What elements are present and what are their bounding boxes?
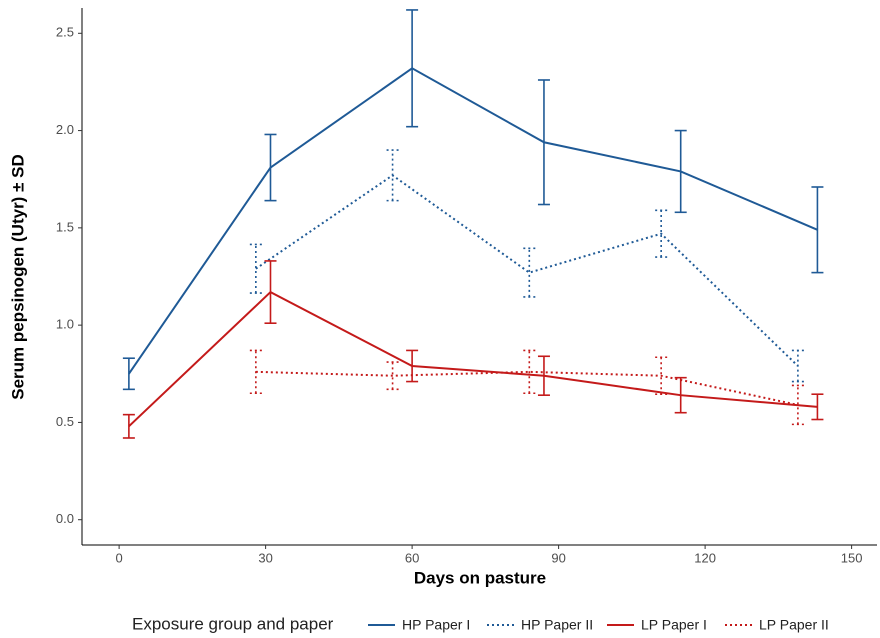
error-bar [264, 260, 277, 324]
legend-label: LP Paper I [641, 617, 707, 633]
y-axis-title: Serum pepsinogen (Utyr) ± SD [8, 154, 27, 399]
y-tick-label: 0.5 [56, 414, 74, 429]
error-bar [655, 209, 668, 258]
error-bar [406, 349, 419, 383]
y-tick-label: 0.0 [56, 511, 74, 526]
legend-label: HP Paper II [521, 617, 593, 633]
series-line [255, 370, 799, 406]
error-bar [655, 356, 668, 396]
error-bar [386, 361, 399, 391]
legend-label: LP Paper II [759, 617, 829, 633]
error-bar [791, 384, 804, 426]
error-bar [523, 247, 536, 298]
y-tick-label: 1.5 [56, 219, 74, 234]
error-bar [122, 357, 135, 391]
x-tick-label: 150 [841, 550, 863, 565]
error-bar [674, 376, 687, 414]
x-axis-title: Days on pasture [414, 568, 546, 587]
series-line [255, 174, 799, 367]
error-bar [674, 129, 687, 214]
x-tick-label: 30 [258, 550, 272, 565]
error-bar [537, 79, 550, 206]
x-tick-label: 90 [551, 550, 565, 565]
error-bar [811, 393, 824, 421]
y-tick-label: 2.0 [56, 122, 74, 137]
error-bar [523, 349, 536, 395]
error-bar [264, 133, 277, 202]
error-bar [249, 349, 262, 395]
error-bar [386, 149, 399, 202]
x-tick-label: 120 [694, 550, 716, 565]
error-bar [406, 9, 419, 128]
y-tick-label: 2.5 [56, 25, 74, 40]
y-tick-label: 1.0 [56, 317, 74, 332]
x-tick-label: 60 [405, 550, 419, 565]
error-bar [811, 186, 824, 274]
error-bar [537, 355, 550, 396]
x-tick-label: 0 [115, 550, 122, 565]
error-bar [791, 349, 804, 383]
legend-title: Exposure group and paper [132, 614, 334, 633]
legend-label: HP Paper I [402, 617, 470, 633]
series-line [128, 67, 818, 375]
error-bar [122, 413, 135, 439]
series-line [128, 290, 818, 428]
error-bar [249, 243, 262, 294]
